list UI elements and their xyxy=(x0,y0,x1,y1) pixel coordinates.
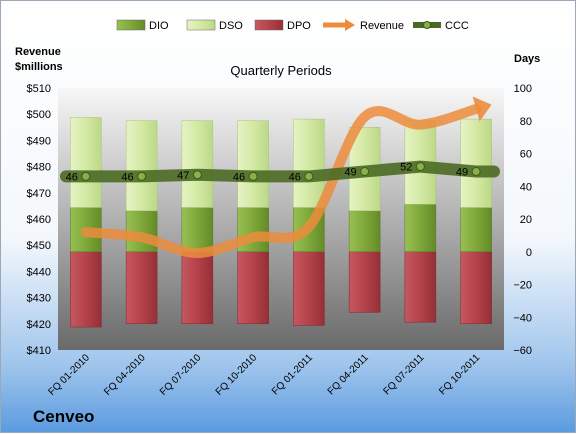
legend-ccc-marker xyxy=(423,21,431,29)
right-tick-label: 40 xyxy=(520,181,532,193)
ccc-data-label: 46 xyxy=(233,171,245,183)
revenue-series xyxy=(80,96,492,259)
left-axis-label-line1: Revenue xyxy=(15,46,61,58)
left-axis-label-line2: $millions xyxy=(15,61,63,73)
x-tick-label: FQ 01-2011 xyxy=(270,352,315,397)
bar-dio xyxy=(404,204,437,252)
ccc-marker xyxy=(471,167,481,177)
ccc-data-label: 52 xyxy=(400,162,412,174)
right-axis: 100 80 60 40 20 0 −20 −40 −60 xyxy=(513,83,532,357)
bar-dpo xyxy=(293,251,325,326)
right-tick-label: 60 xyxy=(520,149,532,161)
bar-dpo xyxy=(181,251,214,325)
left-tick-label: $490 xyxy=(27,135,51,147)
bars xyxy=(70,117,492,328)
left-tick-label: $410 xyxy=(27,345,51,357)
x-tick-label: FQ 10-2011 xyxy=(437,352,482,397)
bar-dpo xyxy=(125,251,158,325)
legend-revenue-arrow xyxy=(345,19,355,31)
left-tick-label: $470 xyxy=(27,188,51,200)
bar-dso xyxy=(70,117,102,208)
legend-dso-label: DSO xyxy=(219,20,243,32)
left-tick-label: $480 xyxy=(27,162,51,174)
bar-dpo xyxy=(70,251,102,328)
bar-dso xyxy=(125,120,158,212)
company-name: Cenveo xyxy=(33,407,95,426)
right-tick-label: −60 xyxy=(513,345,532,357)
ccc-marker xyxy=(192,170,202,180)
ccc-marker xyxy=(137,171,147,181)
left-tick-label: $500 xyxy=(27,109,51,121)
legend-dso-swatch xyxy=(186,19,216,31)
ccc-marker xyxy=(248,171,258,181)
right-tick-label: 80 xyxy=(520,116,532,128)
left-tick-label: $440 xyxy=(27,266,51,278)
legend: DIO DSO DPO Revenue CCC xyxy=(116,19,469,32)
x-tick-label: FQ 04-2011 xyxy=(326,352,371,397)
left-tick-label: $450 xyxy=(27,240,51,252)
x-tick-label: FQ 10-2010 xyxy=(214,352,260,398)
ccc-marker xyxy=(304,171,314,181)
ccc-series: 46 46 47 46 46 49 52 49 xyxy=(60,160,500,183)
left-axis: $410 $420 $430 $440 $450 $460 $470 $480 $490 $500… xyxy=(27,83,51,357)
left-tick-label: $420 xyxy=(27,319,51,331)
bar-dpo xyxy=(237,251,269,325)
x-axis: FQ 01-2010 FQ 04-2010 FQ 07-2010 FQ 10-2010… xyxy=(46,352,482,398)
ccc-data-label: 49 xyxy=(456,167,468,179)
x-tick-label: FQ 04-2010 xyxy=(102,352,148,398)
legend-revenue-label: Revenue xyxy=(360,20,404,32)
revenue-line xyxy=(80,103,482,259)
left-tick-label: $430 xyxy=(27,293,51,305)
legend-dpo-label: DPO xyxy=(287,20,311,32)
bar-dpo xyxy=(404,251,437,323)
x-tick-label: FQ 07-2011 xyxy=(382,352,427,397)
legend-dio-label: DIO xyxy=(149,20,169,32)
ccc-marker xyxy=(415,162,425,172)
ccc-marker xyxy=(360,167,370,177)
bar-dio xyxy=(348,210,381,252)
bar-dso xyxy=(237,120,269,208)
legend-dpo-swatch xyxy=(254,19,284,31)
bar-dpo xyxy=(460,251,492,325)
right-tick-label: 20 xyxy=(520,214,532,226)
legend-ccc-label: CCC xyxy=(445,20,469,32)
bar-dso xyxy=(460,118,492,208)
ccc-data-label: 46 xyxy=(289,171,301,183)
bar-dio xyxy=(460,207,492,253)
revenue-arrowhead xyxy=(472,96,492,122)
ccc-data-label: 49 xyxy=(344,167,356,179)
left-tick-label: $460 xyxy=(27,214,51,226)
right-tick-label: 100 xyxy=(514,83,532,95)
ccc-data-label: 46 xyxy=(121,171,133,183)
ccc-marker xyxy=(81,171,91,181)
legend-dio-swatch xyxy=(116,19,146,31)
ccc-data-label: 47 xyxy=(177,170,189,182)
ccc-line xyxy=(60,160,500,183)
bar-dio xyxy=(181,207,214,253)
x-tick-label: FQ 01-2010 xyxy=(46,352,92,398)
bar-dso xyxy=(293,118,325,208)
chart-title: Quarterly Periods xyxy=(230,63,332,78)
plot-area xyxy=(58,88,504,350)
right-tick-label: −40 xyxy=(513,312,532,324)
left-tick-label: $510 xyxy=(27,83,51,95)
right-axis-label: Days xyxy=(514,53,540,65)
bar-dso xyxy=(181,120,214,208)
bar-dpo xyxy=(348,251,381,313)
right-tick-label: 0 xyxy=(526,247,532,259)
ccc-data-label: 46 xyxy=(66,171,78,183)
right-tick-label: −20 xyxy=(513,280,532,292)
x-tick-label: FQ 07-2010 xyxy=(158,352,204,398)
